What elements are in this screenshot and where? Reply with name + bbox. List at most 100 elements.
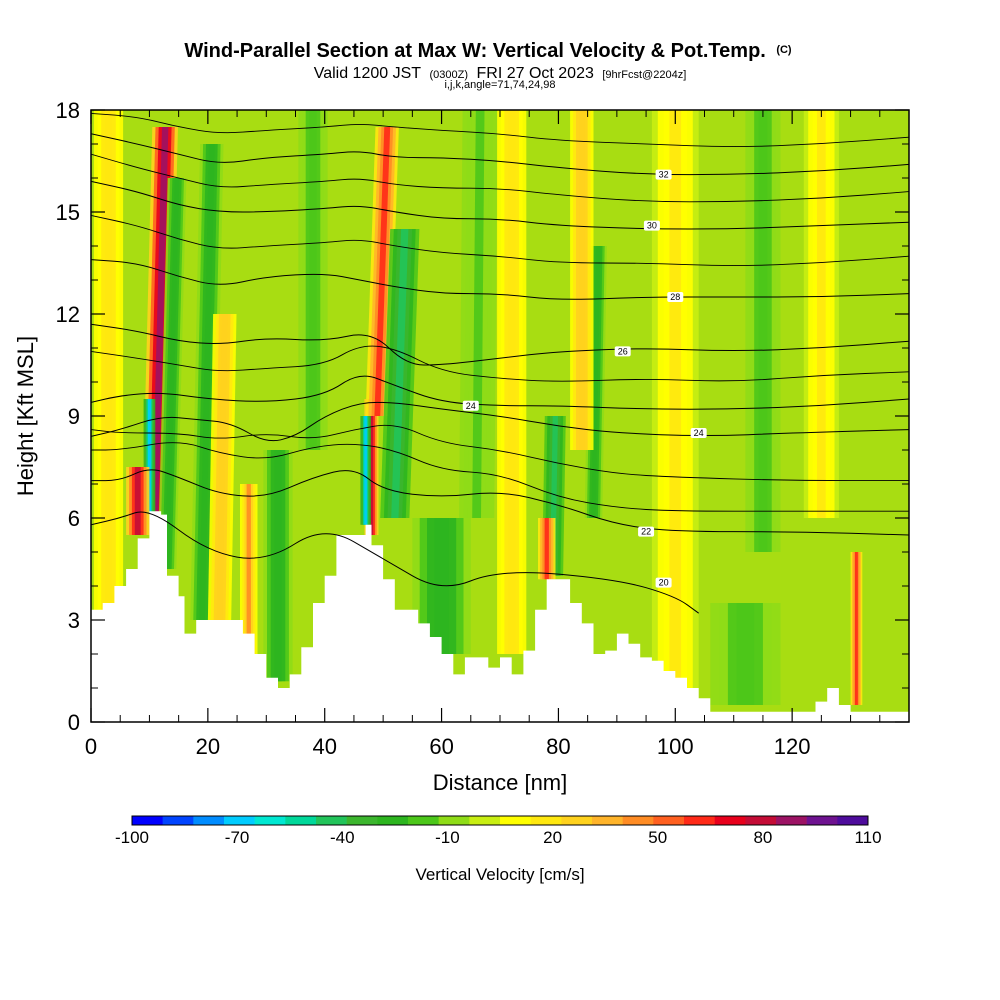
theta-contours: 20 22 24 24 26 28 30 32 xyxy=(91,112,909,614)
colorbar-label--100: -100 xyxy=(115,828,149,847)
theta-contour-24-3 xyxy=(91,375,909,410)
axes: 0 20 40 60 80 100 120 0 3 6 9 12 15 18 xyxy=(56,98,910,759)
x-tick-label-20: 20 xyxy=(196,734,220,759)
colorbar-swatch-14 xyxy=(561,816,593,825)
colorbar: -100 -70 -40 -10 20 50 80 110 xyxy=(115,815,882,847)
colorbar-swatch-9 xyxy=(408,816,439,825)
subtitle-date: FRI 27 Oct 2023 xyxy=(476,65,593,82)
colorbar-title: Vertical Velocity [cm/s] xyxy=(415,865,584,884)
velocity-field xyxy=(93,110,863,705)
title-main: Wind-Parallel Section at Max W: Vertical… xyxy=(184,40,765,62)
subtitle-valid: Valid 1200 JST xyxy=(314,65,422,82)
colorbar-swatch-13 xyxy=(530,816,562,825)
y-tick-label-6: 6 xyxy=(68,506,80,531)
theta-contour-label-2: 24 xyxy=(694,428,704,438)
colorbar-swatch-18 xyxy=(684,816,715,825)
velocity-band-20-1 xyxy=(758,110,768,552)
colorbar-swatch-7 xyxy=(346,816,378,825)
velocity-band-9-1 xyxy=(364,416,367,525)
x-tick-label-60: 60 xyxy=(429,734,453,759)
velocity-band-23-1 xyxy=(309,110,317,450)
velocity-band-6-1 xyxy=(216,314,228,620)
velocity-band-10-1 xyxy=(374,127,391,416)
chart-title: Wind-Parallel Section at Max W: Vertical… xyxy=(184,40,792,62)
y-tick-label-0: 0 xyxy=(68,710,80,735)
colorbar-swatch-8 xyxy=(377,816,409,825)
theta-contour-20-0 xyxy=(91,511,699,614)
velocity-band-24-1 xyxy=(472,110,485,518)
y-tick-label-9: 9 xyxy=(68,404,80,429)
theta-contour-label-bg-2 xyxy=(690,428,707,438)
x-tick-label-80: 80 xyxy=(546,734,570,759)
theta-contour-minor-0 xyxy=(91,442,909,512)
y-tick-label-12: 12 xyxy=(56,302,80,327)
velocity-band-16-1 xyxy=(578,110,585,450)
theta-contour-label-5: 28 xyxy=(670,292,680,302)
terrain-mask xyxy=(91,511,909,722)
colorbar-swatch-2 xyxy=(193,816,225,825)
theta-contour-label-bg-4 xyxy=(614,346,631,357)
theta-contour-label-6: 30 xyxy=(647,221,657,231)
colorbar-swatch-1 xyxy=(162,816,194,825)
colorbar-swatch-20 xyxy=(745,816,777,825)
x-tick-label-120: 120 xyxy=(774,734,811,759)
theta-contour-label-7: 32 xyxy=(659,170,669,180)
colorbar-label--40: -40 xyxy=(330,828,355,847)
colorbar-swatch-22 xyxy=(806,816,838,825)
velocity-band-18-1 xyxy=(736,603,755,705)
colorbar-swatch-17 xyxy=(653,816,685,825)
x-tick-label-0: 0 xyxy=(85,734,97,759)
subtitle-forecast: [9hrFcst@2204z] xyxy=(602,69,686,81)
velocity-band-15-1 xyxy=(591,246,601,518)
theta-contour-label-bg-5 xyxy=(667,292,684,302)
terrain xyxy=(91,511,909,722)
colorbar-swatch-12 xyxy=(500,816,531,825)
theta-contour-24-2 xyxy=(91,401,909,442)
theta-contour-label-4: 26 xyxy=(618,346,628,356)
velocity-band-2-1 xyxy=(134,467,141,535)
x-tick-label-40: 40 xyxy=(312,734,336,759)
colorbar-label-20: 20 xyxy=(543,828,562,847)
velocity-band-5-1 xyxy=(246,484,251,654)
theta-contour-22-1 xyxy=(91,469,909,536)
velocity-band-0-1 xyxy=(152,127,169,512)
colorbar-swatch-15 xyxy=(592,816,623,825)
colorbar-swatch-0 xyxy=(132,816,163,825)
velocity-band-11-1 xyxy=(391,229,409,518)
colorbar-swatch-3 xyxy=(224,816,255,825)
y-axis-title: Height [Kft MSL] xyxy=(13,336,38,496)
theta-contour-minor-5 xyxy=(91,112,909,147)
y-tick-label-3: 3 xyxy=(68,608,80,633)
velocity-band-17-1 xyxy=(855,552,858,705)
velocity-band-25-1 xyxy=(508,110,516,654)
velocity-band-19-1 xyxy=(669,110,682,705)
colorbar-swatch-10 xyxy=(438,816,470,825)
colorbar-swatch-16 xyxy=(622,816,654,825)
theta-contour-minor-4 xyxy=(91,153,909,203)
x-axis-title: Distance [nm] xyxy=(433,770,568,795)
theta-contour-label-bg-3 xyxy=(462,400,479,411)
title-mark: (C) xyxy=(776,44,792,56)
y-tick-label-15: 15 xyxy=(56,200,80,225)
velocity-band-7-1 xyxy=(274,450,282,682)
theta-contour-minor-3 xyxy=(91,214,909,266)
colorbar-swatch-21 xyxy=(776,816,807,825)
theta-contour-label-bg-0 xyxy=(655,577,672,588)
velocity-band-22-1 xyxy=(104,110,113,620)
chart-subtitle: Valid 1200 JST (0300Z) FRI 27 Oct 2023 [… xyxy=(314,65,687,82)
colorbar-swatch-11 xyxy=(469,816,501,825)
colorbar-swatch-23 xyxy=(837,816,869,825)
theta-contour-label-bg-7 xyxy=(655,169,672,180)
velocity-band-21-1 xyxy=(817,110,826,518)
theta-contour-28-5 xyxy=(91,259,909,300)
theta-contour-26-4 xyxy=(91,323,909,366)
theta-contour-32-7 xyxy=(91,133,909,176)
colorbar-swatch-6 xyxy=(316,816,347,825)
chart-meta: i,j,k,angle=71,74,24,98 xyxy=(444,79,555,91)
theta-contour-label-bg-6 xyxy=(643,220,660,231)
colorbar-label-50: 50 xyxy=(648,828,667,847)
velocity-band-14-1 xyxy=(544,518,549,580)
theta-contour-label-3: 24 xyxy=(466,401,476,411)
theta-contour-minor-1 xyxy=(91,424,909,482)
colorbar-label-110: 110 xyxy=(854,828,881,847)
